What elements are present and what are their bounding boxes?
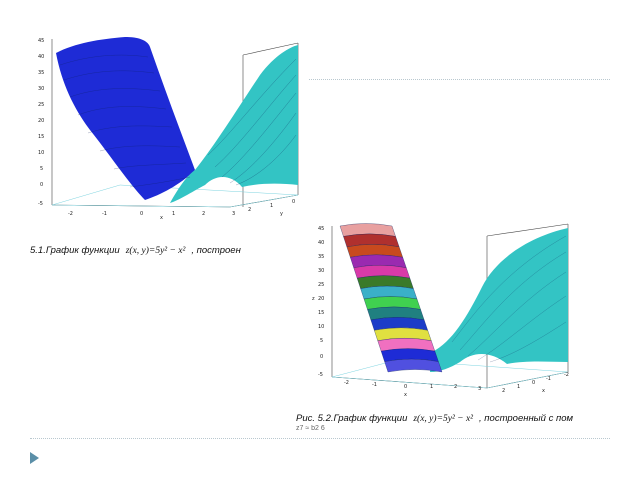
svg-text:-5: -5	[38, 201, 43, 207]
svg-text:2: 2	[454, 384, 457, 390]
bottom-divider	[30, 438, 610, 439]
svg-text:0: 0	[532, 380, 535, 386]
figure-1-axis-x-label: x	[160, 215, 163, 220]
svg-text:15: 15	[318, 310, 324, 316]
svg-text:2: 2	[248, 207, 251, 213]
svg-text:35: 35	[38, 70, 44, 76]
figure-2-x-ticks: -2 -1 0 1 2 3	[344, 380, 481, 392]
svg-text:0: 0	[40, 182, 43, 188]
svg-text:-1: -1	[102, 211, 107, 217]
figure-2-caption-suffix: , построенный с пом	[479, 413, 574, 424]
svg-text:5: 5	[320, 338, 323, 344]
svg-text:-1: -1	[546, 376, 551, 382]
svg-text:-2: -2	[68, 211, 73, 217]
figure-1-caption: 5.1.График функции z(x, y)=5y² − x² , пост…	[30, 245, 241, 256]
figure-2-y-ticks: 2 1 0 -1 -2	[502, 372, 569, 394]
svg-text:0: 0	[404, 384, 407, 390]
svg-text:1: 1	[517, 384, 520, 390]
svg-text:25: 25	[318, 282, 324, 288]
figure-2-caption-cut-line: z7 ≈ b2 6	[296, 425, 325, 430]
svg-text:25: 25	[38, 102, 44, 108]
figure-1-caption-prefix: 5.1.График функции	[30, 245, 120, 256]
svg-text:1: 1	[430, 384, 433, 390]
svg-text:40: 40	[38, 54, 44, 60]
figure-1-z-ticks: 45 40 35 30 25 20 15 10 5 0 -5	[38, 38, 44, 207]
svg-text:-2: -2	[344, 380, 349, 386]
figure-1-ground-plane	[51, 184, 299, 208]
svg-text:15: 15	[38, 134, 44, 140]
svg-text:30: 30	[38, 86, 44, 92]
figure-1-axis-y-label: y	[280, 211, 283, 217]
svg-text:10: 10	[38, 150, 44, 156]
svg-text:0: 0	[320, 354, 323, 360]
figure-2-caption: Рис. 5.2.График функции z(x, y)=5y² − x²,…	[296, 413, 573, 424]
svg-text:45: 45	[318, 226, 324, 232]
figure-1-right-surface	[170, 45, 298, 203]
figure-2-caption-formula: z(x, y)=5y² − x²	[413, 414, 474, 424]
svg-text:0: 0	[140, 211, 143, 217]
figure-2-z-ticks: 45 40 35 30 25 20 15 10 5 0 -5	[318, 226, 324, 378]
svg-text:-1: -1	[372, 382, 377, 388]
svg-text:3: 3	[478, 386, 481, 392]
figure-2-axis-z-label: z	[312, 296, 315, 302]
figure-1-y-ticks: 2 1 0	[248, 199, 295, 213]
svg-text:1: 1	[270, 203, 273, 209]
figure-1-surface-plot: 45 40 35 30 25 20 15 10 5 0 -5 -2 -1 0 1…	[30, 35, 308, 220]
svg-text:0: 0	[292, 199, 295, 205]
figure-2-surface-plot: 45 40 35 30 25 20 15 10 5 0 -5 z -2 -1 0…	[312, 222, 597, 397]
top-divider	[305, 79, 610, 80]
svg-text:1: 1	[172, 211, 175, 217]
figure-2-axis-y-label: x	[542, 388, 545, 394]
svg-text:40: 40	[318, 240, 324, 246]
svg-text:35: 35	[318, 254, 324, 260]
svg-text:3: 3	[232, 211, 235, 217]
figure-1-caption-suffix: , построен	[191, 245, 241, 256]
figure-2-band	[384, 358, 443, 373]
figure-2-axis-x-label: x	[404, 392, 407, 397]
svg-text:5: 5	[40, 166, 43, 172]
svg-text:20: 20	[38, 118, 44, 124]
svg-text:45: 45	[38, 38, 44, 44]
svg-text:30: 30	[318, 268, 324, 274]
svg-text:-5: -5	[318, 372, 323, 378]
figure-2-right-surface	[430, 228, 568, 372]
figure-1-x-ticks: -2 -1 0 1 2 3	[68, 211, 235, 217]
svg-text:2: 2	[202, 211, 205, 217]
svg-text:20: 20	[318, 296, 324, 302]
figure-1-left-surface	[56, 37, 195, 200]
svg-text:2: 2	[502, 388, 505, 394]
figure-1-mesh	[59, 54, 297, 188]
figure-1-caption-formula: z(x, y)=5y² − x²	[125, 246, 186, 256]
svg-text:-2: -2	[564, 372, 569, 378]
figure-2-left-surface-bands	[339, 223, 443, 373]
figure-2-ground-plane	[331, 359, 569, 389]
bullet-arrow-icon	[30, 452, 39, 464]
figure-2-caption-prefix: Рис. 5.2.График функции	[296, 413, 408, 424]
figure-2-mesh	[451, 235, 567, 363]
svg-text:10: 10	[318, 324, 324, 330]
